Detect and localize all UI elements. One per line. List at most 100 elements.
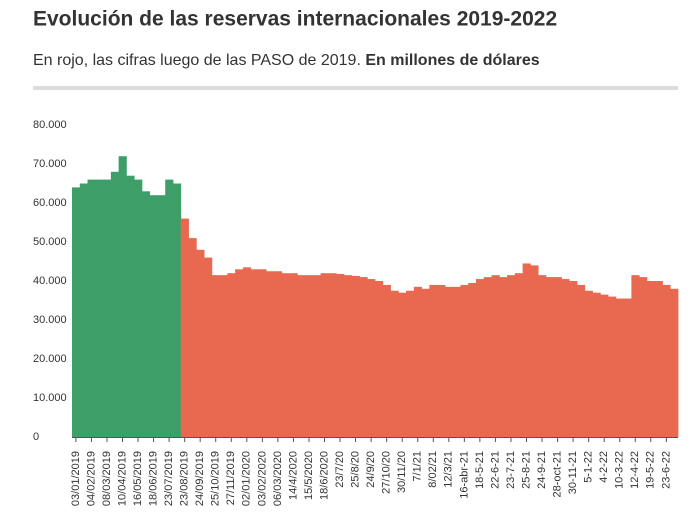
x-tick-label: 23-6-22 — [660, 451, 672, 489]
bar — [375, 281, 384, 437]
bar — [149, 195, 158, 437]
bar — [165, 179, 174, 437]
y-tick-label: 50.000 — [33, 236, 67, 248]
bar — [639, 277, 648, 437]
bar — [367, 279, 376, 437]
bar — [615, 298, 625, 437]
x-tick-label: 22-6-21 — [489, 451, 501, 489]
x-tick-label: 18/6/2020 — [318, 451, 330, 500]
x-tick-label: 03/02/2020 — [256, 451, 268, 506]
x-tick-label: 18-5-21 — [474, 451, 486, 489]
x-tick-label: 10-3-22 — [614, 451, 626, 489]
x-tick-label: 19-5-22 — [645, 451, 657, 489]
bar — [530, 265, 539, 437]
bar — [538, 275, 547, 437]
bar — [266, 271, 275, 437]
x-tick-label: 23/7/20 — [334, 451, 346, 488]
bar — [452, 286, 461, 437]
x-tick-label: 12/3/21 — [443, 451, 455, 488]
x-tick-label: 24-9-21 — [536, 451, 548, 489]
bar — [444, 286, 454, 437]
x-tick-label: 10/04/2019 — [116, 451, 128, 506]
bar — [561, 279, 570, 437]
subtitle-text: En rojo, las cifras luego de las PASO de… — [33, 52, 361, 69]
bar — [173, 183, 182, 437]
bar — [382, 284, 391, 437]
bar — [336, 273, 345, 437]
y-tick-label: 30.000 — [33, 314, 67, 326]
bar — [103, 179, 112, 437]
bar — [235, 269, 244, 437]
x-tick-label: 24/09/2019 — [194, 451, 206, 506]
bar — [72, 187, 81, 437]
bar — [553, 277, 562, 437]
x-tick-label: 04/02/2019 — [85, 451, 97, 506]
bar — [297, 275, 306, 437]
subtitle-note: En millones de dólares — [365, 52, 539, 69]
bar — [390, 290, 399, 437]
bar — [584, 290, 593, 437]
x-tick-label: 25-8-21 — [520, 451, 532, 489]
bar — [87, 179, 96, 437]
x-tick-label: 03/01/2019 — [70, 451, 82, 506]
bar — [507, 275, 516, 437]
y-tick-label: 80.000 — [33, 119, 67, 131]
bar — [242, 267, 252, 437]
bar — [522, 263, 531, 437]
bar — [320, 273, 329, 437]
x-tick-label: 5-1-22 — [583, 451, 595, 483]
x-tick-label: 16-abr-21 — [458, 451, 470, 499]
x-tick-label: 18/06/2019 — [147, 451, 159, 506]
bar — [483, 277, 492, 437]
bar — [328, 273, 337, 437]
bar — [79, 183, 88, 437]
bar — [577, 284, 586, 437]
x-tick-label: 25/8/20 — [349, 451, 361, 488]
y-tick-label: 40.000 — [33, 275, 67, 287]
x-tick-label: 28-oct-21 — [551, 451, 563, 497]
x-tick-label: 27/11/2019 — [225, 451, 237, 505]
y-tick-label: 20.000 — [33, 353, 67, 365]
bar — [196, 249, 205, 437]
bar — [413, 286, 423, 437]
bar — [281, 273, 290, 437]
bar — [631, 275, 640, 437]
bar — [188, 238, 197, 437]
bar — [468, 282, 477, 437]
bar — [110, 171, 120, 438]
x-tick-label: 27/10/20 — [381, 451, 393, 494]
bar — [514, 273, 524, 437]
bar — [312, 275, 322, 437]
x-tick-label: 02/01/2020 — [241, 451, 253, 506]
y-tick-label: 0 — [33, 431, 39, 443]
x-tick-label: 4-2-22 — [598, 451, 610, 483]
x-tick-label: 23/08/2019 — [179, 451, 191, 506]
bar — [258, 269, 267, 437]
divider — [33, 86, 678, 90]
bar — [157, 195, 166, 437]
x-tick-label: 30/11/20 — [396, 451, 408, 493]
bar — [141, 191, 151, 437]
bar — [95, 179, 104, 437]
bar — [421, 288, 430, 437]
bar — [623, 298, 632, 437]
bar — [219, 275, 228, 437]
bar — [592, 292, 601, 437]
x-tick-label: 06/03/2020 — [272, 451, 284, 506]
bar — [289, 273, 298, 437]
bar — [545, 277, 555, 437]
chart-title: Evolución de las reservas internacionale… — [33, 8, 557, 31]
bar — [227, 273, 236, 437]
bar — [204, 257, 213, 437]
bar — [499, 277, 508, 437]
bar — [476, 279, 485, 437]
bar — [305, 275, 314, 437]
x-tick-label: 15/5/2020 — [303, 451, 315, 500]
bar — [406, 290, 415, 437]
bar — [460, 284, 469, 437]
bar — [569, 281, 578, 437]
bar — [351, 275, 360, 437]
bar — [250, 269, 259, 437]
